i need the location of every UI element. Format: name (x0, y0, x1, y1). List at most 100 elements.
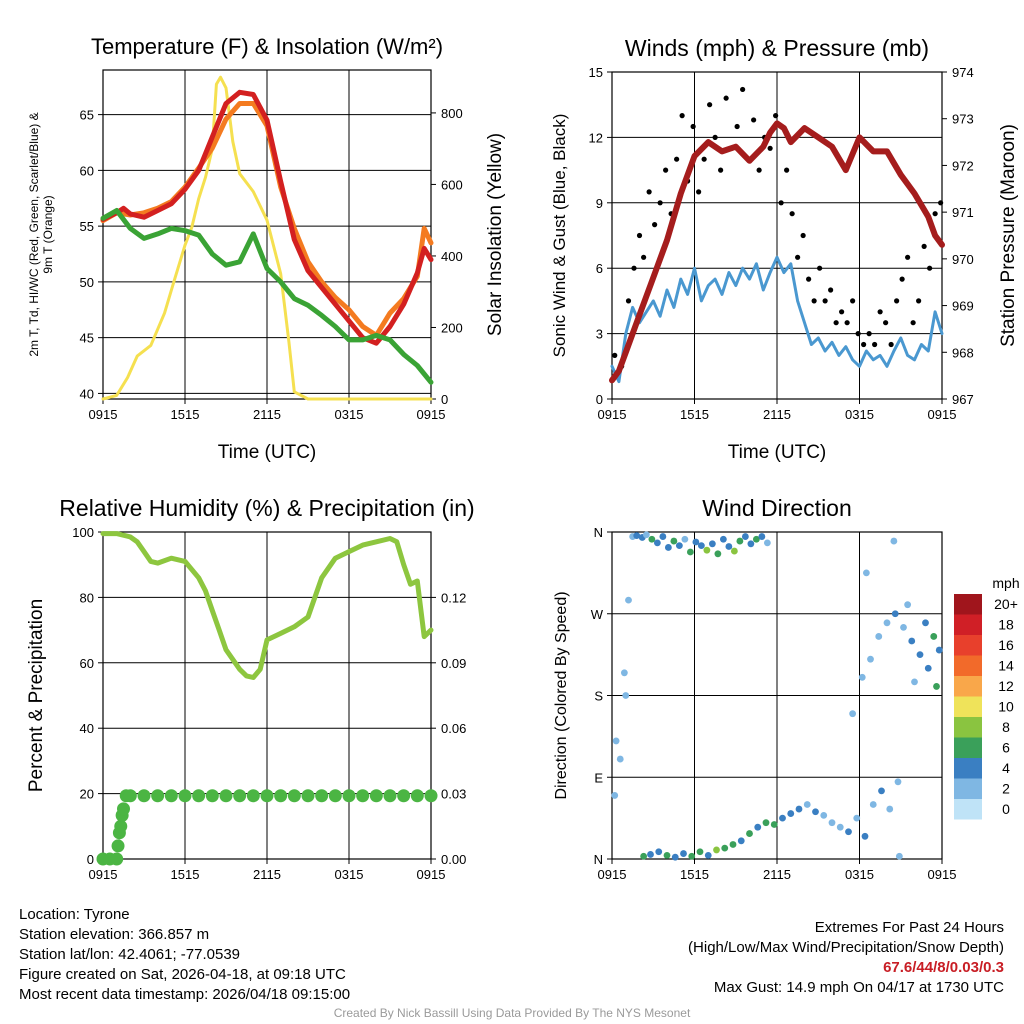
series-line-sonic-wind (610, 255, 944, 384)
wind-direction-point (640, 852, 648, 860)
x-tick-label: 0315 (335, 407, 364, 422)
wind-direction-point (836, 823, 844, 831)
wind-direction-point (688, 852, 696, 860)
wind-direction-point (900, 623, 907, 631)
y-tick-label: 15 (589, 65, 603, 80)
data-point-gust (899, 276, 905, 282)
y2-tick-label: 967 (952, 392, 974, 407)
data-point-gust (872, 341, 878, 348)
data-point-gust (894, 298, 900, 304)
data-point-precipitation (356, 789, 370, 803)
series-line-solar-insolation (101, 75, 433, 401)
y2-tick-label: 971 (952, 205, 974, 220)
x-tick-label: 0315 (845, 867, 874, 882)
y2-tick-label: 969 (952, 299, 974, 314)
data-point-precipitation (260, 789, 274, 803)
station-latlon: Station lat/lon: 42.4061; -77.0539 (19, 946, 241, 963)
wind-direction-point (752, 535, 760, 543)
wind-direction-point (730, 547, 738, 555)
y2-tick-label: 0.12 (441, 590, 466, 605)
wind-direction-point (737, 837, 745, 845)
chart-title: Winds (mph) & Pressure (mb) (625, 35, 929, 61)
x-tick-label: 2115 (253, 407, 281, 422)
y-tick-label: 50 (80, 275, 94, 290)
data-point-gust (817, 265, 823, 271)
wind-direction-point (883, 619, 891, 627)
chart-title: Wind Direction (702, 495, 852, 521)
data-point-precipitation (328, 789, 342, 803)
data-point-gust (751, 117, 757, 123)
y-tick-label: 100 (72, 525, 94, 540)
station-location: Location: Tyrone (19, 906, 130, 923)
wind-direction-point (820, 812, 828, 819)
data-point-precipitation (397, 789, 411, 803)
data-point-precipitation (117, 802, 130, 816)
data-point-gust (784, 167, 790, 173)
extremes-subtitle: (High/Low/Max Wind/Precipitation/Snow De… (688, 939, 1004, 956)
wind-direction-point (612, 737, 620, 745)
data-point-precipitation (274, 789, 288, 803)
data-point-gust (866, 331, 872, 337)
wind-direction-point (904, 601, 912, 609)
wind-direction-point (680, 850, 687, 857)
legend-swatch (954, 614, 982, 635)
data-point-gust (652, 222, 658, 228)
humidity-precip-panel: 0915 1515 2115 0315 09150204060801000.000.03… (26, 495, 475, 882)
wind-direction-point (862, 569, 870, 577)
data-point-gust (712, 134, 718, 140)
y-tick-label: 60 (80, 656, 94, 671)
y-tick-label: 20 (80, 787, 94, 802)
y-tick-label: 40 (80, 386, 94, 401)
credit-line: Created By Nick Bassill Using Data Provi… (333, 1006, 691, 1020)
data-point-precipitation (301, 789, 315, 803)
data-point-precipitation (192, 789, 206, 803)
data-point-precipitation (205, 789, 219, 803)
data-point-gust (631, 265, 637, 271)
wind-direction-point (845, 828, 852, 836)
legend-swatch (954, 594, 982, 615)
data-point-gust (707, 102, 713, 108)
y-tick-label: 6 (596, 261, 603, 276)
data-point-gust (718, 167, 724, 173)
wind-direction-point (671, 853, 679, 861)
y-tick-label: 9 (596, 196, 603, 211)
data-point-gust (811, 298, 817, 304)
legend-swatch (954, 758, 982, 779)
data-point-gust (679, 113, 685, 119)
wind-direction-point (930, 633, 938, 640)
y2-tick-label: 0 (441, 392, 448, 407)
wind-direction-point (648, 535, 656, 543)
wind-direction-point (803, 801, 811, 808)
x-tick-label: 2115 (763, 407, 791, 422)
data-point-precipitation (219, 789, 233, 803)
y2-tick-label: 0.00 (441, 852, 466, 867)
legend-title: mph (992, 575, 1019, 591)
y2-axis-label: Solar Insolation (Yellow) (485, 133, 506, 336)
wind-direction-point (922, 619, 929, 627)
data-point-gust (674, 156, 680, 162)
data-point-gust (839, 309, 845, 315)
data-point-gust (701, 156, 707, 162)
y-axis-label-line: 9m T (Orange) (41, 195, 55, 273)
wind-direction-point (894, 778, 902, 786)
legend-swatch (954, 696, 982, 717)
y-axis-label: Sonic Wind & Gust (Blue, Black) (550, 114, 569, 358)
y2-tick-label: 970 (952, 252, 974, 267)
legend-label: 0 (1002, 801, 1010, 817)
wind-pressure-panel: 0915 1515 2115 0315 091503691215967968969970… (550, 35, 1019, 463)
data-point-gust (822, 298, 828, 304)
y2-axis-label: Station Pressure (Maroon) (998, 124, 1019, 347)
y-tick-label: N (594, 852, 603, 867)
legend-swatch (954, 799, 982, 820)
legend-swatch (954, 717, 982, 738)
x-tick-label: 0315 (335, 867, 364, 882)
data-point-precipitation (111, 839, 125, 853)
y-axis-label: Direction (Colored By Speed) (553, 591, 570, 799)
max-gust: Max Gust: 14.9 mph On 04/17 at 1730 UTC (713, 979, 1004, 996)
x-tick-label: 2115 (763, 867, 791, 882)
series-line-station-pressure (609, 120, 945, 384)
y-axis-label-line: 2m T, Td, HI/WC (Red, Green, Scarlet/Blu… (27, 112, 41, 356)
data-point-precipitation (233, 789, 247, 803)
